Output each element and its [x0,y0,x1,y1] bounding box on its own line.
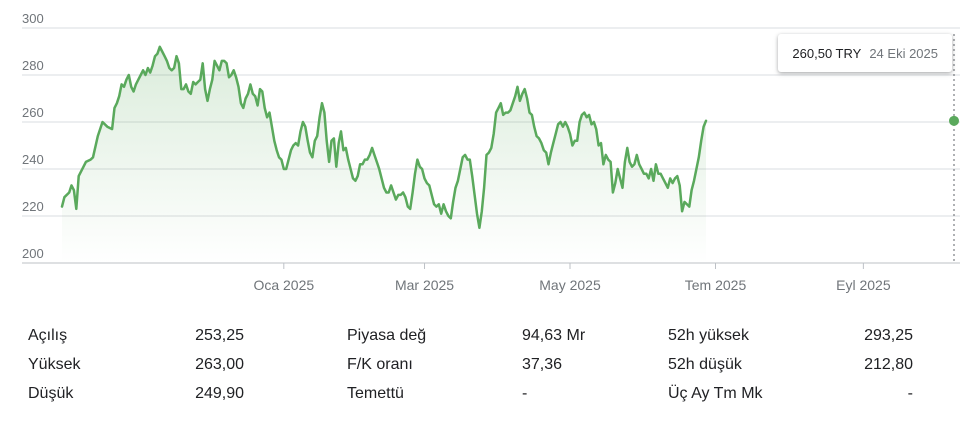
x-tick-label: Tem 2025 [685,277,747,293]
price-tooltip: 260,50 TRY 24 Eki 2025 [778,34,952,72]
stat-value-high: 263,00 [195,356,244,373]
stat-label-market-cap: Piyasa değ [347,327,427,344]
stat-label-open: Açılış [28,327,68,344]
stat-value-dividend: - [522,385,528,402]
stats-row: Açılış 253,25 Piyasa değ 94,63 Mr 52h yü… [0,322,960,350]
stat-value-pe-ratio: 37,36 [522,356,563,373]
stat-label-52w-high: 52h yüksek [668,327,749,344]
stat-label-dividend: Temettü [347,385,404,402]
y-tick-label: 220 [22,199,44,214]
y-tick-label: 300 [22,11,44,26]
price-chart[interactable]: 200 220 240 260 280 300 Oca 2025 Mar 2025 May 2… [0,0,960,310]
current-price-dot [949,115,959,126]
tooltip-price: 260,50 TRY [792,45,862,61]
stat-label-high: Yüksek [28,356,81,373]
x-axis: Oca 2025 Mar 2025 May 2025 Tem 2025 Eyl 2025 [253,263,891,293]
x-tick-label: May 2025 [539,277,601,293]
x-tick-label: Oca 2025 [253,277,314,293]
stat-label-pe-ratio: F/K oranı [347,356,413,373]
y-tick-label: 280 [22,58,44,73]
stat-value-quarterly-dividend: - [907,385,913,402]
stat-label-quarterly-dividend: Üç Ay Tm Mk [668,385,763,402]
stat-value-low: 249,90 [195,385,244,402]
x-tick-label: Mar 2025 [395,277,454,293]
tooltip-date: 24 Eki 2025 [869,45,938,61]
stat-value-52w-low: 212,80 [864,356,913,373]
stats-row: Yüksek 263,00 F/K oranı 37,36 52h düşük … [0,351,960,379]
stat-value-market-cap: 94,63 Mr [522,327,586,344]
x-tick-label: Eyl 2025 [836,277,891,293]
price-line [60,45,708,230]
stats-row: Düşük 249,90 Temettü - Üç Ay Tm Mk - [0,380,960,408]
y-tick-label: 200 [22,246,44,261]
stat-value-open: 253,25 [195,327,244,344]
stat-label-52w-low: 52h düşük [668,356,742,373]
y-tick-label: 260 [22,105,44,120]
stat-label-low: Düşük [28,385,74,402]
stat-value-52w-high: 293,25 [864,327,913,344]
price-area [62,46,706,263]
y-tick-label: 240 [22,152,44,167]
